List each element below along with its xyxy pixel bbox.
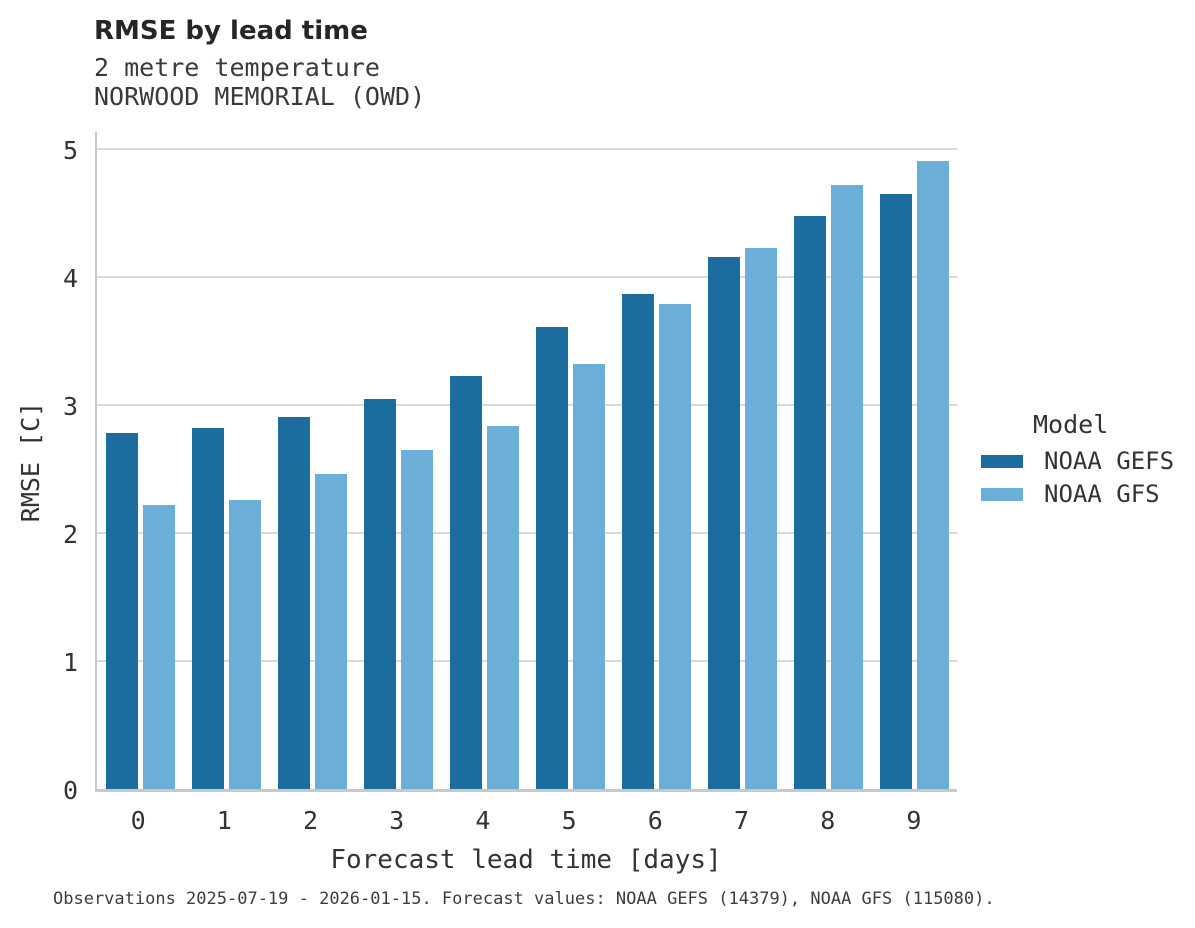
legend-swatch-noaa-gefs (981, 454, 1023, 468)
legend-label-noaa-gefs: NOAA GEFS (1044, 447, 1175, 475)
y-tick-label-1: 1 (62, 648, 78, 678)
bar-group-lead-3 (355, 132, 441, 789)
bar-noaa-gefs-lead-1 (191, 428, 224, 789)
bar-noaa-gefs-lead-9 (879, 194, 912, 789)
x-tick-label-5: 5 (561, 806, 577, 835)
x-axis-label: Forecast lead time [days] (330, 845, 722, 875)
legend: Model NOAA GEFS NOAA GFS (981, 410, 1174, 515)
bar-group-lead-2 (269, 132, 355, 789)
bar-group-lead-1 (183, 132, 269, 789)
chart-title: RMSE by lead time (94, 16, 368, 46)
bar-noaa-gefs-lead-7 (707, 256, 740, 789)
bar-noaa-gefs-lead-3 (363, 398, 396, 789)
bar-group-lead-0 (97, 132, 183, 789)
x-axis-tick-labels: 0 1 2 3 4 5 6 7 8 9 (95, 806, 957, 835)
x-tick-label-8: 8 (820, 806, 836, 835)
chart-subtitle-variable: 2 metre temperature (94, 53, 380, 82)
bar-noaa-gfs-lead-7 (744, 248, 777, 789)
gridline-y-5 (97, 148, 957, 151)
plot-area (95, 132, 957, 792)
bar-group-lead-6 (613, 132, 699, 789)
legend-items: NOAA GEFS NOAA GFS (981, 447, 1175, 508)
y-tick-label-0: 0 (62, 776, 78, 805)
bar-noaa-gefs-lead-5 (535, 327, 568, 789)
x-tick-label-7: 7 (733, 806, 750, 835)
y-tick-label-2: 2 (62, 520, 78, 550)
x-tick-label-3: 3 (389, 806, 405, 835)
legend-item-0: NOAA GEFS (981, 447, 1175, 475)
gridline-y-3 (97, 404, 957, 407)
bar-noaa-gfs-lead-0 (142, 505, 175, 789)
gridline-y-2 (97, 532, 957, 535)
x-tick-label-2: 2 (302, 806, 319, 835)
x-tick-label-9: 9 (906, 806, 922, 835)
x-tick-label-6: 6 (647, 806, 663, 835)
bar-noaa-gefs-lead-0 (105, 433, 138, 789)
bar-noaa-gfs-lead-8 (830, 185, 863, 789)
legend-swatch-noaa-gfs (981, 487, 1023, 501)
bar-group-lead-4 (441, 132, 527, 789)
caption: Observations 2025-07-19 - 2026-01-15. Fo… (53, 889, 995, 909)
y-tick-label-5: 5 (62, 136, 78, 166)
bar-group-lead-7 (699, 132, 785, 789)
bar-noaa-gfs-lead-2 (314, 474, 347, 789)
y-tick-label-3: 3 (62, 392, 78, 422)
bar-group-lead-8 (785, 132, 871, 789)
bars-layer (97, 132, 957, 789)
bar-noaa-gfs-lead-5 (572, 364, 605, 789)
bar-noaa-gefs-lead-4 (449, 375, 482, 789)
bar-noaa-gefs-lead-8 (793, 216, 826, 789)
x-tick-label-4: 4 (475, 806, 491, 835)
bar-noaa-gfs-lead-9 (916, 161, 949, 789)
bar-noaa-gefs-lead-6 (621, 294, 654, 789)
gridline-y-1 (97, 660, 957, 663)
x-tick-label-1: 1 (216, 806, 232, 835)
legend-label-noaa-gfs: NOAA GFS (1044, 480, 1160, 508)
gridline-y-4 (97, 276, 957, 279)
x-tick-label-0: 0 (130, 806, 146, 835)
bar-noaa-gefs-lead-2 (277, 416, 310, 789)
legend-title: Model (1033, 410, 1109, 439)
bar-noaa-gfs-lead-3 (400, 450, 433, 789)
bar-group-lead-9 (871, 132, 957, 789)
y-tick-label-4: 4 (62, 264, 78, 294)
bar-noaa-gfs-lead-6 (658, 304, 691, 789)
bar-noaa-gfs-lead-4 (486, 425, 519, 789)
legend-item-1: NOAA GFS (981, 480, 1174, 508)
bar-group-lead-5 (527, 132, 613, 789)
bar-noaa-gfs-lead-1 (228, 499, 261, 789)
chart-subtitle-station: NORWOOD MEMORIAL (OWD) (94, 82, 426, 111)
